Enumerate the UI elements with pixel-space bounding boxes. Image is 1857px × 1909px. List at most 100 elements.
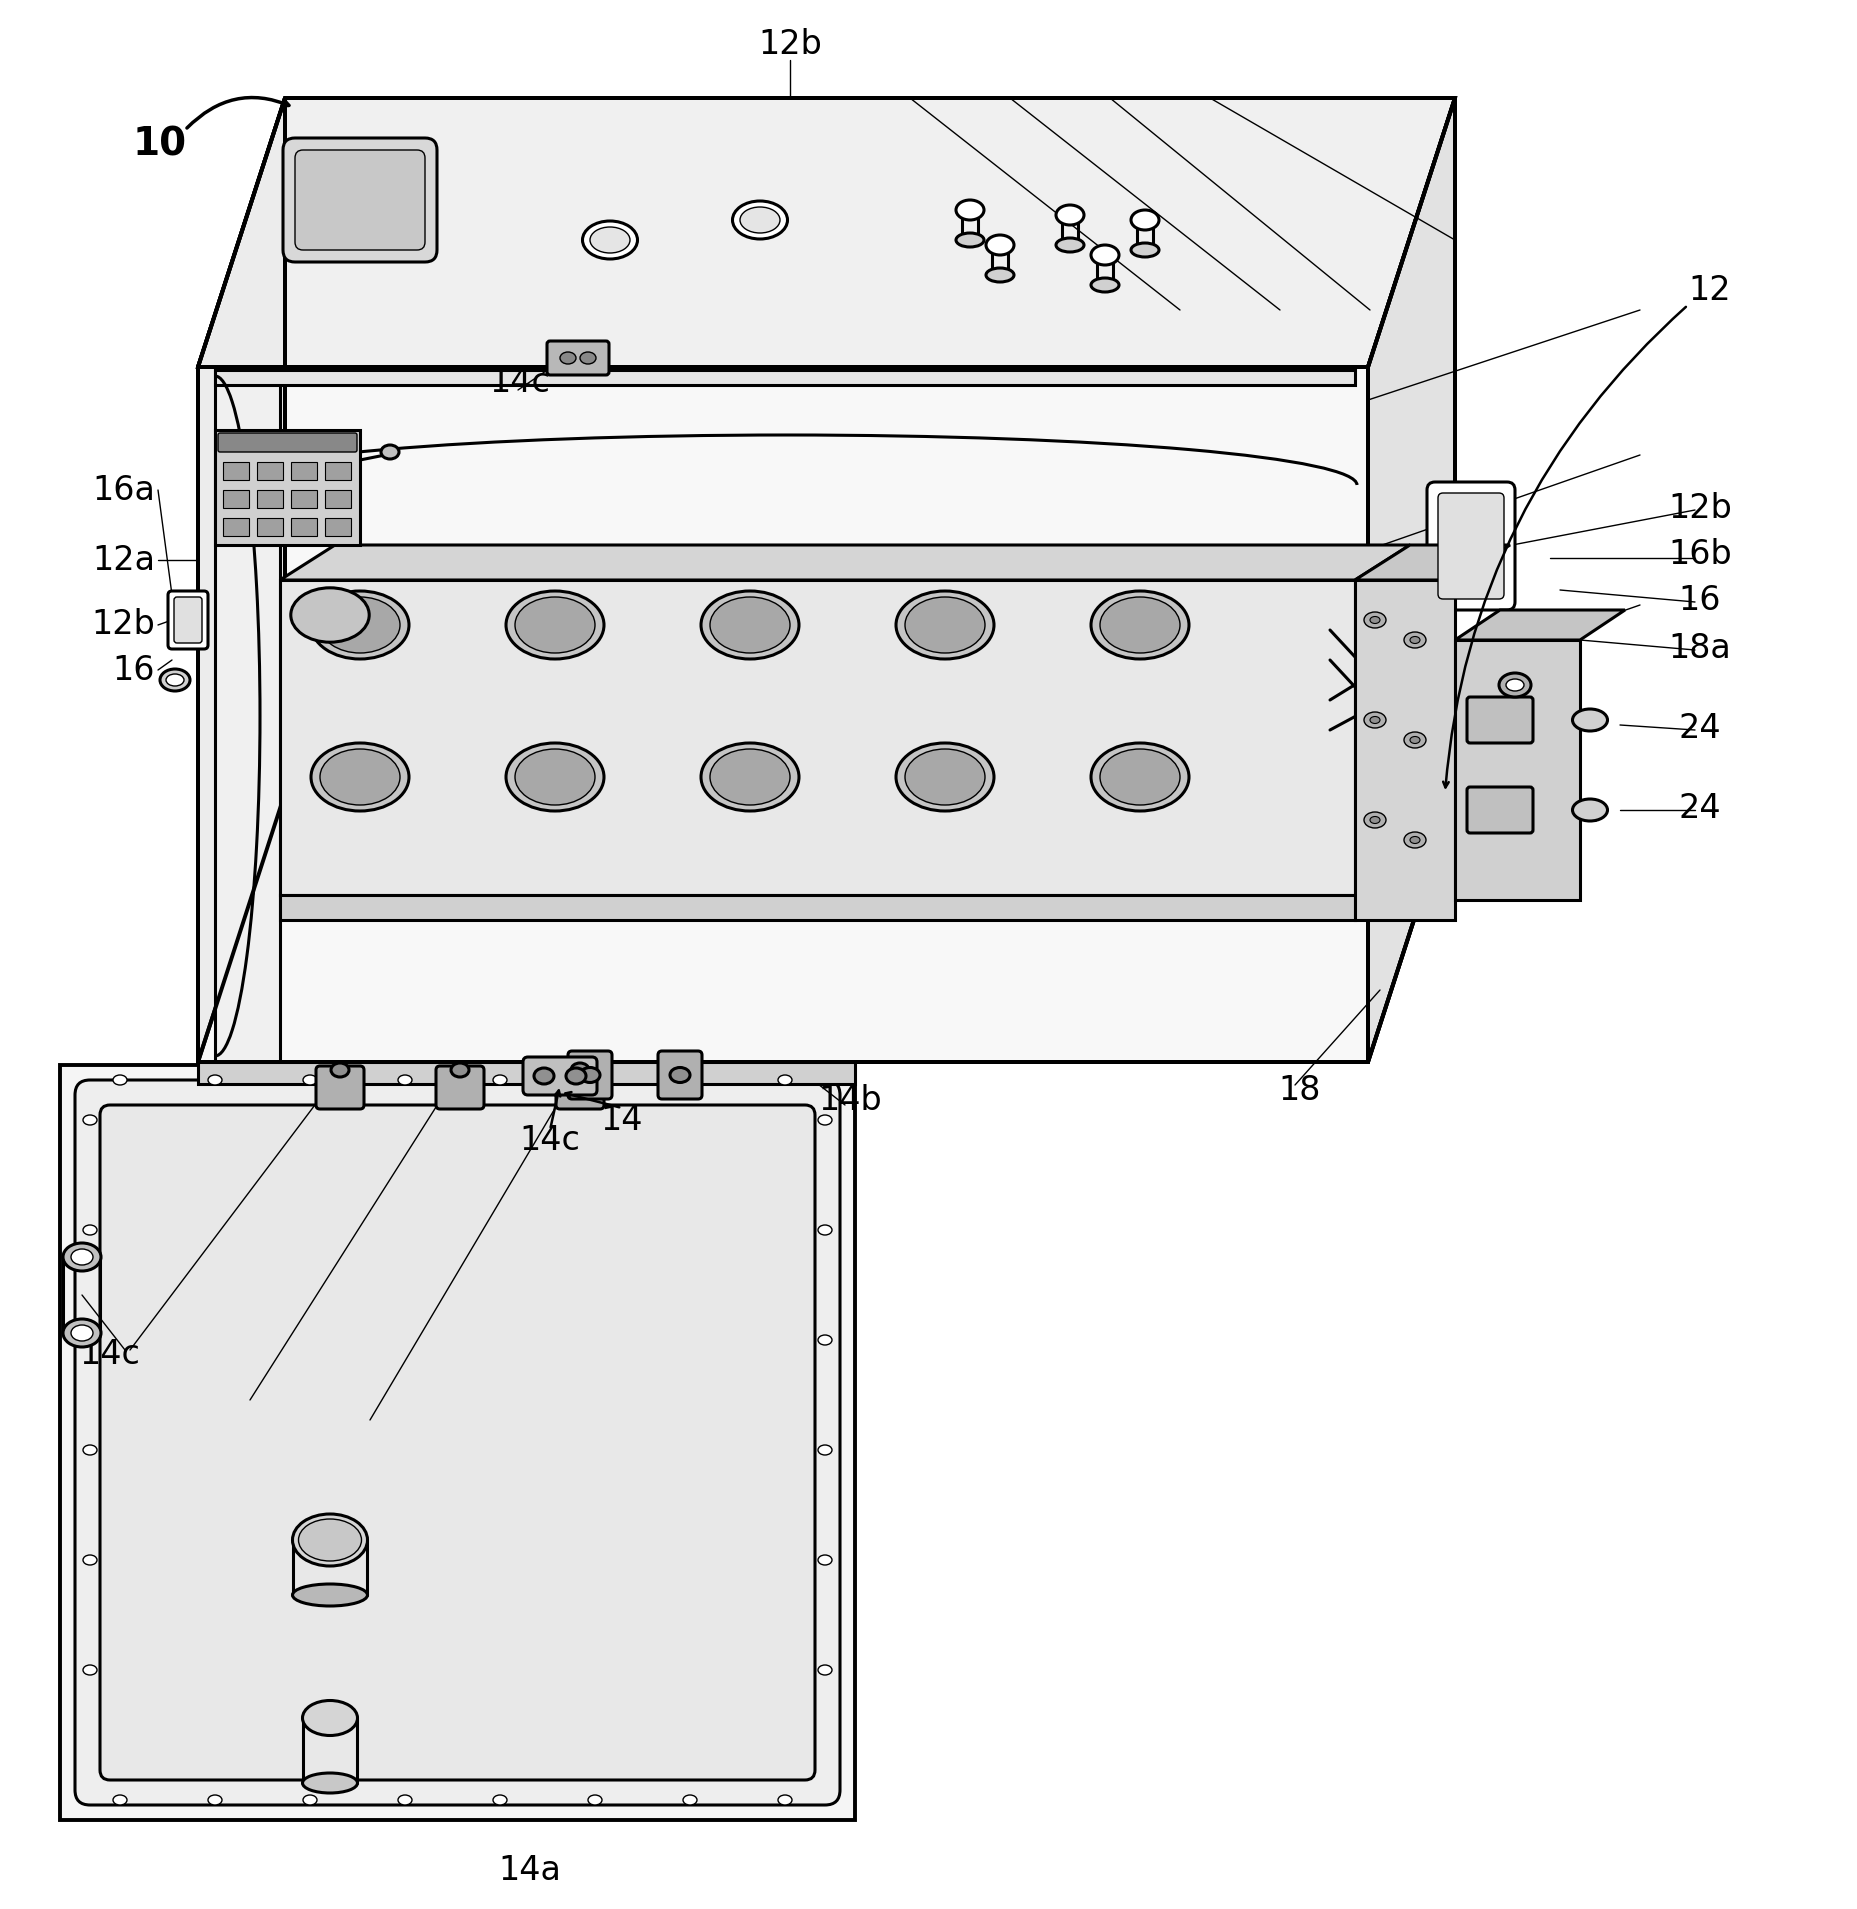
Ellipse shape: [1506, 680, 1523, 691]
Text: 18a: 18a: [1668, 632, 1731, 664]
Ellipse shape: [292, 588, 370, 641]
Polygon shape: [199, 97, 1454, 367]
Text: 16b: 16b: [1668, 538, 1731, 571]
Ellipse shape: [1369, 817, 1380, 823]
Text: 16a: 16a: [93, 473, 154, 506]
FancyBboxPatch shape: [295, 151, 425, 250]
Ellipse shape: [956, 200, 984, 220]
Polygon shape: [280, 895, 1354, 920]
Polygon shape: [215, 430, 360, 544]
FancyBboxPatch shape: [256, 517, 282, 536]
Ellipse shape: [1099, 748, 1179, 806]
Ellipse shape: [1404, 832, 1424, 848]
Text: 14a: 14a: [498, 1854, 561, 1886]
FancyBboxPatch shape: [256, 462, 282, 479]
Text: 24: 24: [1677, 792, 1720, 825]
Ellipse shape: [160, 668, 189, 691]
Ellipse shape: [303, 1075, 318, 1084]
FancyBboxPatch shape: [292, 517, 318, 536]
Ellipse shape: [559, 351, 576, 365]
Text: 10: 10: [134, 126, 188, 164]
Ellipse shape: [1409, 636, 1419, 643]
Ellipse shape: [1363, 811, 1385, 829]
Ellipse shape: [84, 1665, 97, 1674]
Ellipse shape: [63, 1243, 100, 1271]
Polygon shape: [1354, 544, 1510, 580]
Ellipse shape: [1499, 674, 1530, 697]
Polygon shape: [1354, 580, 1454, 920]
Ellipse shape: [570, 1063, 589, 1077]
Ellipse shape: [63, 1319, 100, 1348]
Ellipse shape: [1090, 279, 1118, 292]
Polygon shape: [59, 1065, 854, 1819]
FancyBboxPatch shape: [1467, 787, 1532, 832]
Ellipse shape: [331, 1063, 349, 1077]
FancyBboxPatch shape: [223, 491, 249, 508]
Polygon shape: [280, 544, 1409, 580]
Ellipse shape: [566, 1067, 585, 1084]
Ellipse shape: [1363, 712, 1385, 727]
Ellipse shape: [778, 1075, 791, 1084]
Ellipse shape: [739, 206, 780, 233]
Polygon shape: [215, 370, 280, 1061]
FancyBboxPatch shape: [223, 462, 249, 479]
Ellipse shape: [84, 1556, 97, 1565]
FancyBboxPatch shape: [546, 342, 609, 374]
FancyBboxPatch shape: [325, 491, 351, 508]
FancyBboxPatch shape: [74, 1080, 839, 1806]
Text: 14c: 14c: [80, 1338, 141, 1371]
Text: 24: 24: [1677, 712, 1720, 745]
Ellipse shape: [71, 1325, 93, 1340]
Text: 12: 12: [1688, 273, 1731, 307]
Ellipse shape: [381, 445, 399, 458]
Polygon shape: [199, 1061, 854, 1084]
Ellipse shape: [683, 1794, 696, 1806]
Ellipse shape: [1363, 613, 1385, 628]
Ellipse shape: [778, 1794, 791, 1806]
Ellipse shape: [1090, 244, 1118, 265]
Text: 12b: 12b: [91, 609, 154, 641]
Ellipse shape: [700, 592, 799, 659]
Ellipse shape: [817, 1226, 832, 1235]
Ellipse shape: [208, 1794, 221, 1806]
Polygon shape: [1454, 611, 1625, 640]
Ellipse shape: [1369, 716, 1380, 724]
Ellipse shape: [579, 1067, 600, 1082]
Ellipse shape: [303, 1701, 357, 1735]
Ellipse shape: [904, 598, 984, 653]
FancyBboxPatch shape: [1426, 481, 1513, 611]
Ellipse shape: [683, 1075, 696, 1084]
Polygon shape: [280, 580, 1354, 895]
FancyBboxPatch shape: [256, 491, 282, 508]
Ellipse shape: [904, 748, 984, 806]
Ellipse shape: [533, 1067, 553, 1084]
Ellipse shape: [817, 1334, 832, 1346]
Ellipse shape: [732, 200, 787, 239]
Ellipse shape: [956, 233, 984, 246]
Ellipse shape: [208, 1075, 221, 1084]
Ellipse shape: [817, 1556, 832, 1565]
FancyBboxPatch shape: [1467, 697, 1532, 743]
Ellipse shape: [895, 743, 993, 811]
Ellipse shape: [1090, 592, 1188, 659]
Ellipse shape: [319, 598, 399, 653]
Text: 16: 16: [113, 653, 154, 687]
Ellipse shape: [579, 351, 596, 365]
FancyBboxPatch shape: [282, 137, 436, 262]
Ellipse shape: [1571, 800, 1606, 821]
Ellipse shape: [492, 1075, 507, 1084]
Text: 18: 18: [1278, 1073, 1320, 1107]
FancyBboxPatch shape: [316, 1065, 364, 1109]
Ellipse shape: [319, 748, 399, 806]
Ellipse shape: [1090, 743, 1188, 811]
FancyBboxPatch shape: [223, 517, 249, 536]
Ellipse shape: [986, 235, 1014, 256]
Ellipse shape: [1055, 239, 1083, 252]
FancyBboxPatch shape: [522, 1058, 596, 1096]
Ellipse shape: [1409, 836, 1419, 844]
FancyBboxPatch shape: [657, 1052, 702, 1100]
Ellipse shape: [310, 592, 409, 659]
Ellipse shape: [505, 743, 604, 811]
FancyBboxPatch shape: [292, 462, 318, 479]
Ellipse shape: [310, 743, 409, 811]
